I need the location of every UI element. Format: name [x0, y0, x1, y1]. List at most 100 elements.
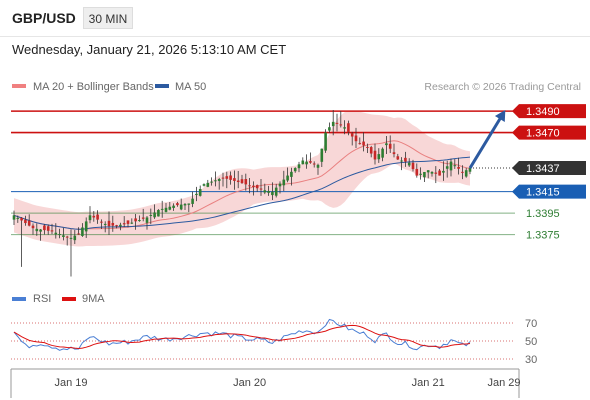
candle-body-32: [134, 218, 137, 222]
candle-body-82: [324, 132, 327, 151]
candle-body-0: [12, 215, 16, 220]
ma50-line: [13, 156, 471, 230]
candle-body-79: [312, 163, 316, 165]
candle-body-95: [373, 150, 377, 160]
candle-body-15: [69, 237, 73, 239]
candle-body-42: [172, 205, 175, 208]
candle-body-28: [119, 224, 122, 227]
candle-body-37: [153, 212, 156, 218]
candle-body-115: [449, 161, 453, 171]
chart-header: GBP/USD 30 MIN: [0, 0, 590, 37]
candle-body-84: [331, 121, 335, 127]
candle-body-69: [274, 187, 278, 196]
candle-body-64: [255, 185, 259, 189]
candle-body-65: [259, 188, 263, 190]
candle-body-29: [122, 223, 126, 225]
candle-body-89: [350, 133, 354, 137]
legend-rsi-swatch: [12, 297, 26, 301]
candle-body-60: [240, 179, 244, 184]
rsi-tick-label-2: 30: [525, 354, 537, 366]
legend-ma20-label: MA 20 + Bollinger Bands: [33, 81, 154, 93]
candle-body-56: [225, 176, 229, 179]
legend-rsi-label: RSI: [33, 293, 51, 305]
candle-body-4: [27, 220, 31, 226]
candle-body-36: [149, 214, 153, 216]
candle-body-119: [464, 170, 468, 177]
candle-body-27: [115, 225, 118, 227]
candle-body-97: [381, 148, 384, 158]
rsi-line: [13, 318, 471, 351]
candle-body-71: [282, 179, 286, 186]
candle-body-35: [145, 217, 149, 223]
level-label-5: 1.3375: [526, 230, 560, 242]
candle-body-120: [468, 168, 472, 172]
level-badge-0: [512, 104, 586, 119]
candle-body-59: [236, 180, 240, 183]
candle-body-72: [286, 175, 289, 181]
level-badge-2: [512, 161, 586, 176]
x-axis-ticks: Jan 19 Jan 20 Jan 21 Jan 29: [54, 377, 520, 389]
legend-9ma-swatch: [62, 297, 76, 301]
candle-body-58: [233, 178, 236, 181]
forecast-arrow-shaft: [468, 114, 504, 169]
candle-body-63: [252, 185, 255, 187]
ma20-line: [13, 140, 471, 230]
rsi-pane: 70 50 30: [11, 318, 537, 366]
candle-body-117: [457, 166, 460, 169]
candle-body-31: [130, 222, 134, 224]
candle-body-11: [54, 232, 58, 235]
candle-body-19: [84, 221, 88, 232]
candle-body-9: [46, 226, 50, 231]
candle-body-108: [423, 171, 426, 178]
candle-body-49: [198, 189, 202, 196]
candle-body-74: [293, 168, 297, 172]
candle-body-85: [335, 122, 339, 124]
candle-body-98: [385, 143, 388, 146]
symbol-title: GBP/USD: [12, 10, 76, 26]
candle-body-111: [434, 172, 438, 174]
level-label-4: 1.3395: [526, 208, 560, 220]
candle-body-91: [358, 143, 362, 145]
candle-body-80: [316, 164, 320, 168]
legend-ma50-label: MA 50: [175, 81, 206, 93]
candle-body-81: [320, 148, 324, 162]
candle-body-104: [407, 162, 411, 166]
candle-body-17: [77, 233, 80, 235]
level-label-3: 1.3415: [526, 187, 560, 199]
candle-body-92: [362, 141, 365, 146]
rsi-9ma-line: [13, 324, 471, 349]
candle-body-46: [187, 203, 191, 205]
legend-9ma-label: 9MA: [82, 293, 105, 305]
legend-ma20-swatch: [12, 84, 26, 88]
rsi-tick-label-1: 50: [525, 336, 537, 348]
candle-body-41: [168, 206, 172, 210]
candle-body-106: [415, 168, 419, 176]
timeframe-button[interactable]: 30 MIN: [83, 7, 133, 29]
candle-body-38: [157, 209, 160, 217]
x-tick-label-0: Jan 19: [54, 377, 87, 389]
candle-body-54: [217, 179, 221, 181]
candle-body-102: [400, 160, 403, 162]
candle-body-109: [426, 170, 430, 173]
candle-body-61: [244, 179, 248, 185]
candle-body-21: [92, 215, 96, 218]
candle-body-40: [164, 207, 168, 212]
candle-body-7: [39, 229, 42, 232]
candle-body-14: [65, 236, 69, 238]
candle-body-94: [369, 147, 373, 154]
candle-body-26: [111, 222, 115, 226]
candle-body-52: [210, 181, 213, 183]
candle-body-90: [354, 135, 358, 142]
candle-body-78: [309, 161, 312, 163]
candle-body-48: [195, 193, 198, 195]
candle-body-62: [248, 185, 251, 187]
candle-body-112: [438, 170, 441, 176]
legend-ma50-swatch: [155, 84, 169, 88]
candle-body-73: [290, 171, 293, 177]
candle-body-100: [392, 152, 396, 155]
candle-body-68: [271, 191, 274, 196]
candle-body-47: [191, 198, 194, 204]
candle-body-110: [430, 171, 434, 174]
candle-body-55: [221, 177, 225, 179]
